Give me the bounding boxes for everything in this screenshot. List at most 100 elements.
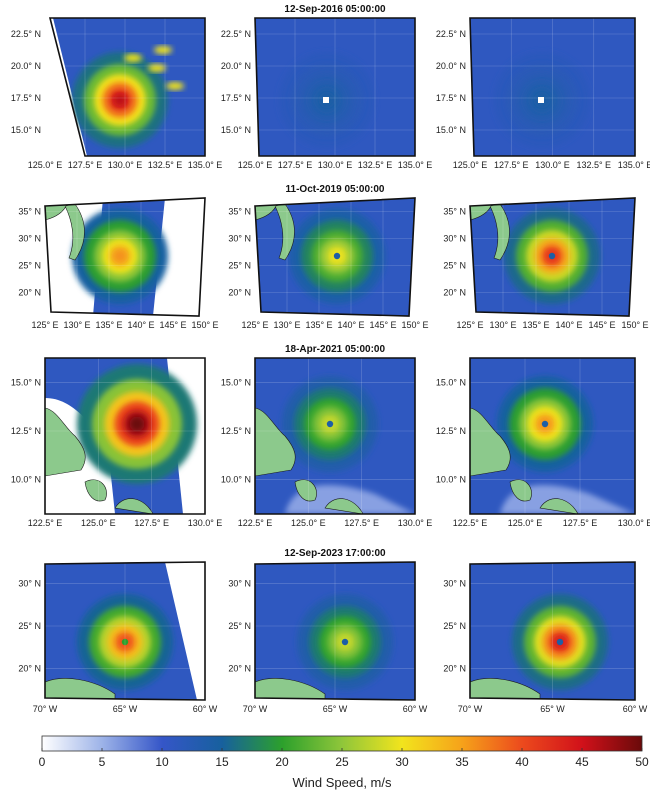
land-mass <box>274 203 295 261</box>
land-mass <box>255 678 326 700</box>
lon-tick-label: 127.5° E <box>68 160 103 170</box>
lat-tick-label: 30° N <box>18 578 41 588</box>
map-frame <box>44 357 206 515</box>
colorbar-tick-label: 25 <box>335 755 349 769</box>
lon-tick-label: 60° W <box>623 704 648 714</box>
lon-tick-label: 127.5° E <box>134 518 169 528</box>
wind-contour <box>129 416 145 432</box>
lat-tick-label: 25° N <box>228 261 251 271</box>
lat-tick-label: 20.0° N <box>221 61 251 71</box>
storm-eye <box>541 420 549 428</box>
lon-tick-label: 60° W <box>403 704 428 714</box>
lat-tick-label: 30° N <box>443 578 466 588</box>
lon-tick-label: 125° E <box>456 320 483 330</box>
map-panel-r2-c1: 35° N 30° N 25° N 20° N 125° E 130° E 135° E 14… <box>18 197 219 330</box>
lon-tick-label: 130.0° E <box>318 160 353 170</box>
low-wind-area <box>500 485 635 514</box>
lat-tick-label: 30° N <box>228 578 251 588</box>
storm-eye <box>121 638 129 646</box>
lat-tick-label: 35° N <box>18 207 41 217</box>
graticule <box>255 18 415 156</box>
graticule <box>470 562 635 700</box>
lon-tick-label: 130.0° E <box>618 518 650 528</box>
colorbar-tick-label: 15 <box>215 755 229 769</box>
graticule <box>45 358 205 514</box>
colorbar-tick-label: 40 <box>515 755 529 769</box>
lon-tick-label: 130.0° E <box>535 160 570 170</box>
lat-tick-label: 20.0° N <box>436 61 466 71</box>
lon-tick-label: 130° E <box>273 320 300 330</box>
storm-eye <box>556 638 564 646</box>
row-title: 18-Apr-2021 05:00:00 <box>285 344 385 355</box>
colorbar-tick-label: 30 <box>395 755 409 769</box>
land-mass <box>84 479 107 502</box>
lon-tick-label: 140° E <box>555 320 582 330</box>
lat-tick-label: 12.5° N <box>221 426 251 436</box>
lat-tick-label: 20° N <box>228 288 251 298</box>
map-panel-r4-c3: 30° N 25° N 20° N 70° W 65° W 60° W <box>443 561 648 714</box>
lon-tick-label: 125.0° E <box>28 160 63 170</box>
land-mass <box>45 407 86 477</box>
lon-tick-label: 145° E <box>159 320 186 330</box>
lat-tick-label: 35° N <box>443 207 466 217</box>
lon-tick-label: 125.0° E <box>508 518 543 528</box>
colorbar-tick-label: 50 <box>635 755 649 769</box>
lat-tick-label: 10.0° N <box>11 475 41 485</box>
row-title: 12-Sep-2023 17:00:00 <box>284 548 386 559</box>
storm-eye <box>326 420 334 428</box>
lat-tick-label: 20° N <box>228 664 251 674</box>
lat-tick-label: 12.5° N <box>436 426 466 436</box>
land-mass <box>470 407 511 477</box>
graticule <box>255 358 415 514</box>
no-data-area <box>165 562 205 700</box>
colorbar-tick-label: 35 <box>455 755 469 769</box>
colorbar-tick-label: 45 <box>575 755 589 769</box>
lon-tick-label: 65° W <box>113 704 138 714</box>
rainband <box>124 54 142 62</box>
lon-tick-label: 127.5° E <box>563 518 598 528</box>
lat-tick-label: 15.0° N <box>221 125 251 135</box>
land-mass <box>509 479 532 502</box>
colorbar-tick-label: 10 <box>155 755 169 769</box>
map-panel-r3-c2: 15.0° N 12.5° N 10.0° N 122.5° E 125.0° E 127… <box>221 357 432 528</box>
lon-tick-label: 125.0° E <box>238 160 273 170</box>
lat-tick-label: 25° N <box>443 621 466 631</box>
row-title: 12-Sep-2016 05:00:00 <box>284 4 386 15</box>
lat-tick-label: 30° N <box>18 234 41 244</box>
lon-tick-label: 70° W <box>33 704 58 714</box>
lat-tick-label: 22.5° N <box>436 29 466 39</box>
graticule <box>45 562 205 700</box>
lat-tick-label: 12.5° N <box>11 426 41 436</box>
graticule <box>45 198 205 316</box>
map-panel-r4-c2: 30° N 25° N 20° N 70° W 65° W 60° W <box>228 561 428 714</box>
storm-eye <box>548 252 556 260</box>
lat-tick-label: 20° N <box>443 288 466 298</box>
lon-tick-label: 130° E <box>489 320 516 330</box>
land-mass <box>45 678 116 700</box>
lat-tick-label: 20° N <box>18 288 41 298</box>
map-panel-r3-c3: 15.0° N 12.5° N 10.0° N 122.5° E 125.0° E 127… <box>436 357 650 528</box>
map-frame <box>254 561 416 701</box>
lon-tick-label: 130.0° E <box>188 518 223 528</box>
lat-tick-label: 15.0° N <box>221 377 251 387</box>
lon-tick-label: 127.5° E <box>494 160 529 170</box>
lat-tick-label: 22.5° N <box>11 29 41 39</box>
lat-tick-label: 22.5° N <box>221 29 251 39</box>
map-frame <box>254 197 416 317</box>
rainband <box>166 82 184 90</box>
map-frame <box>254 17 416 157</box>
map-frame <box>48 17 206 157</box>
graticule <box>470 18 635 156</box>
map-frame <box>469 17 636 157</box>
lon-tick-label: 125.0° E <box>453 160 488 170</box>
lat-tick-label: 15.0° N <box>11 377 41 387</box>
rainband <box>154 46 172 54</box>
lat-tick-label: 17.5° N <box>11 93 41 103</box>
lon-tick-label: 127.5° E <box>344 518 379 528</box>
lon-tick-label: 130.0° E <box>108 160 143 170</box>
lat-tick-label: 20° N <box>443 664 466 674</box>
lon-tick-label: 127.5° E <box>278 160 313 170</box>
graticule <box>255 562 415 700</box>
lon-tick-label: 132.5° E <box>358 160 393 170</box>
